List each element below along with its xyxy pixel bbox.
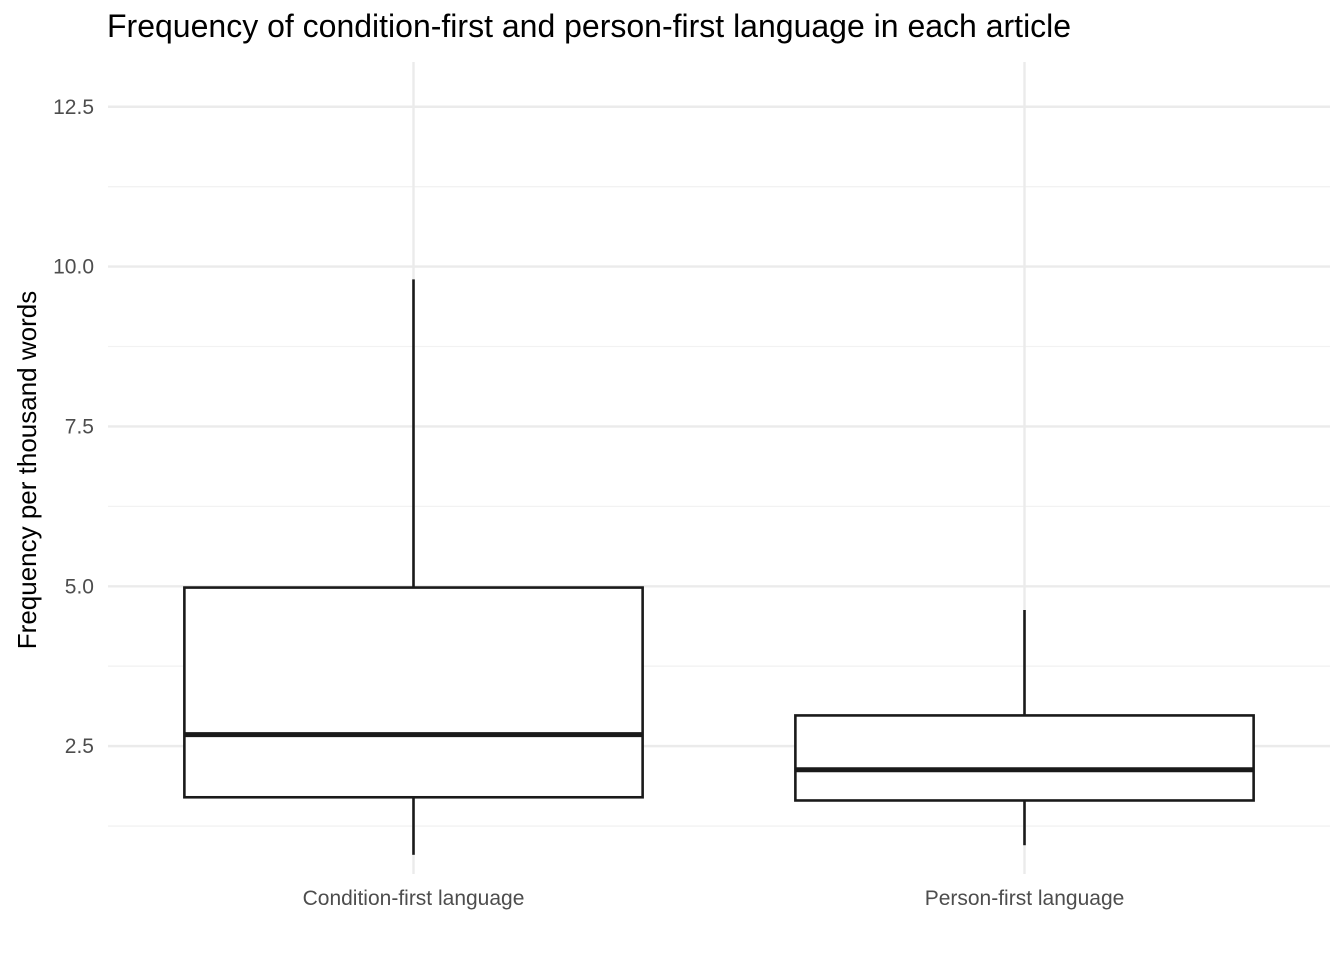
box-group: [794, 609, 1255, 846]
y-tick-label: 12.5: [53, 96, 94, 119]
chart-title: Frequency of condition-first and person-…: [107, 8, 1072, 44]
iqr-box: [794, 714, 1255, 802]
boxes: [183, 279, 1255, 855]
tick-labels: 2.5 5.0 7.5 10.0 12.5 Condition-first languag…: [53, 96, 1124, 910]
y-tick-label: 7.5: [65, 415, 94, 438]
x-tick-label: Condition-first language: [303, 887, 525, 910]
y-tick-label: 5.0: [65, 575, 94, 598]
y-axis-title: Frequency per thousand words: [12, 291, 42, 649]
iqr-box: [183, 586, 644, 799]
x-tick-label: Person-first language: [925, 887, 1125, 910]
y-tick-label: 10.0: [53, 256, 94, 279]
box-group: [183, 279, 644, 855]
y-tick-label: 2.5: [65, 735, 94, 758]
